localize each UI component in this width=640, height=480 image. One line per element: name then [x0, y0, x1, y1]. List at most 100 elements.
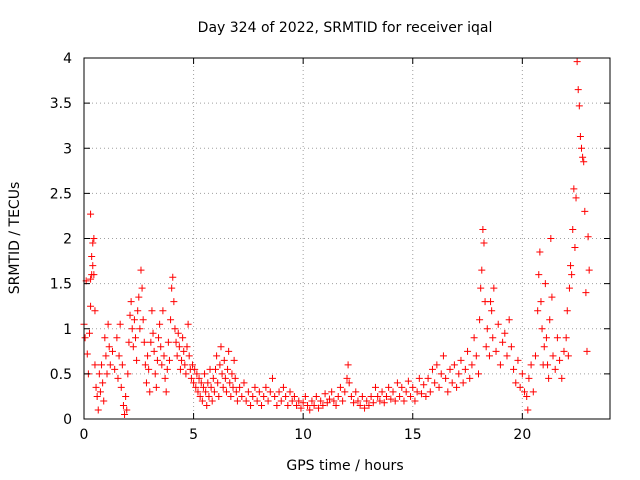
- data-point: [221, 374, 229, 382]
- data-point: [229, 383, 237, 391]
- data-point: [536, 248, 544, 256]
- data-point: [286, 388, 294, 396]
- data-point: [574, 86, 582, 94]
- grid-lines: [84, 58, 610, 419]
- data-point: [122, 392, 130, 400]
- data-point: [222, 388, 230, 396]
- data-point: [232, 388, 240, 396]
- data-point: [393, 379, 401, 387]
- data-point: [251, 383, 259, 391]
- data-point: [301, 392, 309, 400]
- x-axis-label: GPS time / hours: [286, 458, 403, 474]
- data-point: [176, 365, 184, 373]
- data-point: [553, 334, 561, 342]
- data-point: [483, 325, 491, 333]
- data-point: [382, 392, 390, 400]
- data-point: [197, 379, 205, 387]
- data-point: [547, 235, 555, 242]
- data-point: [255, 388, 263, 396]
- data-point: [579, 153, 587, 161]
- data-point: [371, 383, 379, 391]
- data-point: [155, 334, 163, 342]
- data-point: [343, 374, 351, 382]
- data-point: [415, 374, 423, 382]
- y-tick-label: 2: [63, 232, 72, 248]
- data-point: [369, 399, 377, 407]
- data-point: [253, 397, 261, 405]
- data-point: [489, 334, 497, 342]
- data-points: [80, 58, 593, 418]
- data-point: [453, 383, 461, 391]
- data-point: [149, 329, 157, 337]
- data-point: [157, 343, 165, 351]
- data-point: [178, 356, 186, 364]
- data-point: [172, 338, 180, 346]
- data-point: [202, 388, 210, 396]
- data-point: [182, 370, 190, 378]
- data-point: [529, 388, 537, 396]
- data-point: [411, 397, 419, 405]
- data-point: [582, 289, 590, 297]
- data-point: [165, 356, 173, 364]
- data-point: [98, 361, 106, 369]
- data-point: [516, 383, 524, 391]
- data-point: [409, 383, 417, 391]
- data-point: [87, 210, 95, 218]
- data-point: [91, 307, 99, 315]
- data-point: [518, 370, 526, 378]
- data-point: [435, 383, 443, 391]
- data-point: [356, 401, 364, 409]
- data-point: [210, 388, 218, 396]
- data-point: [400, 397, 408, 405]
- data-point: [168, 284, 176, 292]
- x-tick-label: 0: [80, 427, 89, 443]
- data-point: [563, 307, 571, 315]
- y-axis-label: SRMTID / TECUs: [7, 182, 23, 295]
- data-point: [477, 284, 485, 292]
- data-point: [344, 361, 352, 369]
- data-point: [148, 307, 156, 315]
- data-point: [365, 401, 373, 409]
- data-point: [420, 381, 428, 389]
- data-point: [244, 388, 252, 396]
- data-point: [90, 235, 98, 242]
- data-point: [224, 365, 232, 373]
- y-tick-label: 0.5: [50, 367, 72, 383]
- data-point: [444, 388, 452, 396]
- x-tick-label: 10: [294, 427, 312, 443]
- data-point: [578, 144, 586, 152]
- data-point: [161, 374, 169, 382]
- data-point: [548, 293, 556, 301]
- data-point: [115, 352, 123, 360]
- data-point: [88, 253, 96, 261]
- data-point: [167, 316, 175, 324]
- data-point: [475, 370, 482, 378]
- data-point: [89, 239, 97, 247]
- data-point: [187, 374, 195, 382]
- data-point: [485, 352, 493, 360]
- data-point: [158, 361, 166, 369]
- data-point: [208, 397, 216, 405]
- data-point: [114, 374, 122, 382]
- data-point: [396, 392, 404, 400]
- data-point: [104, 320, 112, 328]
- data-point: [217, 343, 225, 351]
- data-point: [496, 361, 504, 369]
- data-point: [268, 374, 276, 382]
- data-point: [472, 352, 480, 360]
- data-point: [457, 356, 465, 364]
- data-point: [119, 401, 127, 409]
- data-point: [514, 356, 522, 364]
- data-point: [538, 325, 546, 333]
- data-point: [428, 365, 436, 373]
- data-point: [531, 352, 539, 360]
- data-point: [171, 325, 179, 333]
- data-point: [183, 343, 191, 351]
- data-point: [184, 320, 192, 328]
- data-point: [117, 383, 125, 391]
- data-point: [319, 401, 327, 409]
- data-point: [130, 316, 138, 324]
- data-point: [196, 392, 204, 400]
- data-point: [398, 383, 406, 391]
